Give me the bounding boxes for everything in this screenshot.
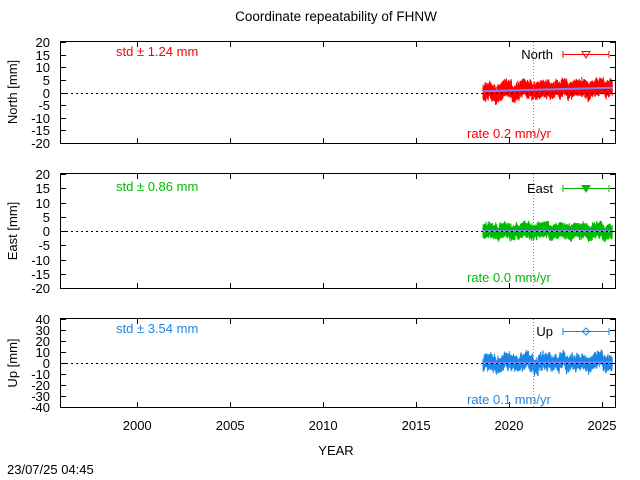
north-axis-label: North [mm] <box>5 60 20 124</box>
east-legend: East <box>527 181 610 196</box>
north-legend-label: North <box>521 47 553 62</box>
x-axis-label: YEAR <box>318 443 353 458</box>
up-std-label: std ± 3.54 mm <box>116 321 198 336</box>
north-ytick-label: 0 <box>43 86 50 101</box>
east-ytick-label: -20 <box>31 281 50 296</box>
north-rate-label: rate 0.2 mm/yr <box>467 126 551 141</box>
x-tick-label: 2025 <box>588 418 617 433</box>
x-tick-label: 2015 <box>402 418 431 433</box>
up-trend-line <box>482 361 613 364</box>
up-ytick-label: 30 <box>36 323 50 338</box>
up-ytick-label: 20 <box>36 334 50 349</box>
x-axis-tick-labels: 2000 2005 2010 2015 2020 2025 <box>123 418 617 433</box>
x-tick-label: 2005 <box>216 418 245 433</box>
east-legend-label: East <box>527 181 553 196</box>
east-legend-symbol <box>562 185 610 193</box>
up-legend: Up <box>536 324 610 339</box>
up-legend-symbol <box>562 327 610 336</box>
x-tick-label: 2020 <box>495 418 524 433</box>
up-ytick-label: -30 <box>31 389 50 404</box>
north-ytick-label: -10 <box>31 111 50 126</box>
east-ytick-label: 15 <box>36 181 50 196</box>
x-tick-label: 2010 <box>309 418 338 433</box>
east-ytick-label: -5 <box>38 238 50 253</box>
north-std-label: std ± 1.24 mm <box>116 44 198 59</box>
north-plot-frame <box>60 41 616 144</box>
up-rate-label: rate 0.1 mm/yr <box>467 392 551 407</box>
north-legend-symbol <box>562 51 610 59</box>
east-ytick-label: 0 <box>43 224 50 239</box>
north-ytick-label: 5 <box>43 73 50 88</box>
east-plot-frame <box>60 173 616 289</box>
up-ytick-label: 40 <box>36 312 50 327</box>
up-guides <box>61 319 615 407</box>
east-ytick-label: 5 <box>43 210 50 225</box>
timestamp: 23/07/25 04:45 <box>7 462 94 477</box>
north-ytick-label: -15 <box>31 123 50 138</box>
up-legend-label: Up <box>536 324 553 339</box>
north-ytick-label: -20 <box>31 136 50 151</box>
up-ytick-label: -40 <box>31 400 50 415</box>
east-ytick-label: -15 <box>31 267 50 282</box>
north-ytick-label: -5 <box>38 98 50 113</box>
north-ytick-label: 10 <box>36 60 50 75</box>
north-legend: North <box>521 47 610 62</box>
up-plot-frame <box>60 318 616 408</box>
east-rate-label: rate 0.0 mm/yr <box>467 270 551 285</box>
x-tick-label: 2000 <box>123 418 152 433</box>
east-ytick-label: -10 <box>31 253 50 268</box>
east-ytick-label: 10 <box>36 196 50 211</box>
east-ytick-label: 20 <box>36 167 50 182</box>
north-ytick-label: 20 <box>36 35 50 50</box>
up-axis-label: Up [mm] <box>5 338 20 387</box>
east-axis-label: East [mm] <box>5 202 20 261</box>
north-guides <box>61 42 615 143</box>
north-series <box>482 77 613 105</box>
up-series <box>482 349 613 377</box>
north-trend-line <box>482 86 613 93</box>
east-guides <box>61 174 615 288</box>
up-ytick-label: -10 <box>31 367 50 382</box>
east-std-label: std ± 0.86 mm <box>116 179 198 194</box>
chart-title: Coordinate repeatability of FHNW <box>235 9 437 24</box>
north-ytick-label: 15 <box>36 48 50 63</box>
up-ytick-label: 0 <box>43 356 50 371</box>
up-ytick-label: -20 <box>31 378 50 393</box>
up-ytick-label: 10 <box>36 345 50 360</box>
